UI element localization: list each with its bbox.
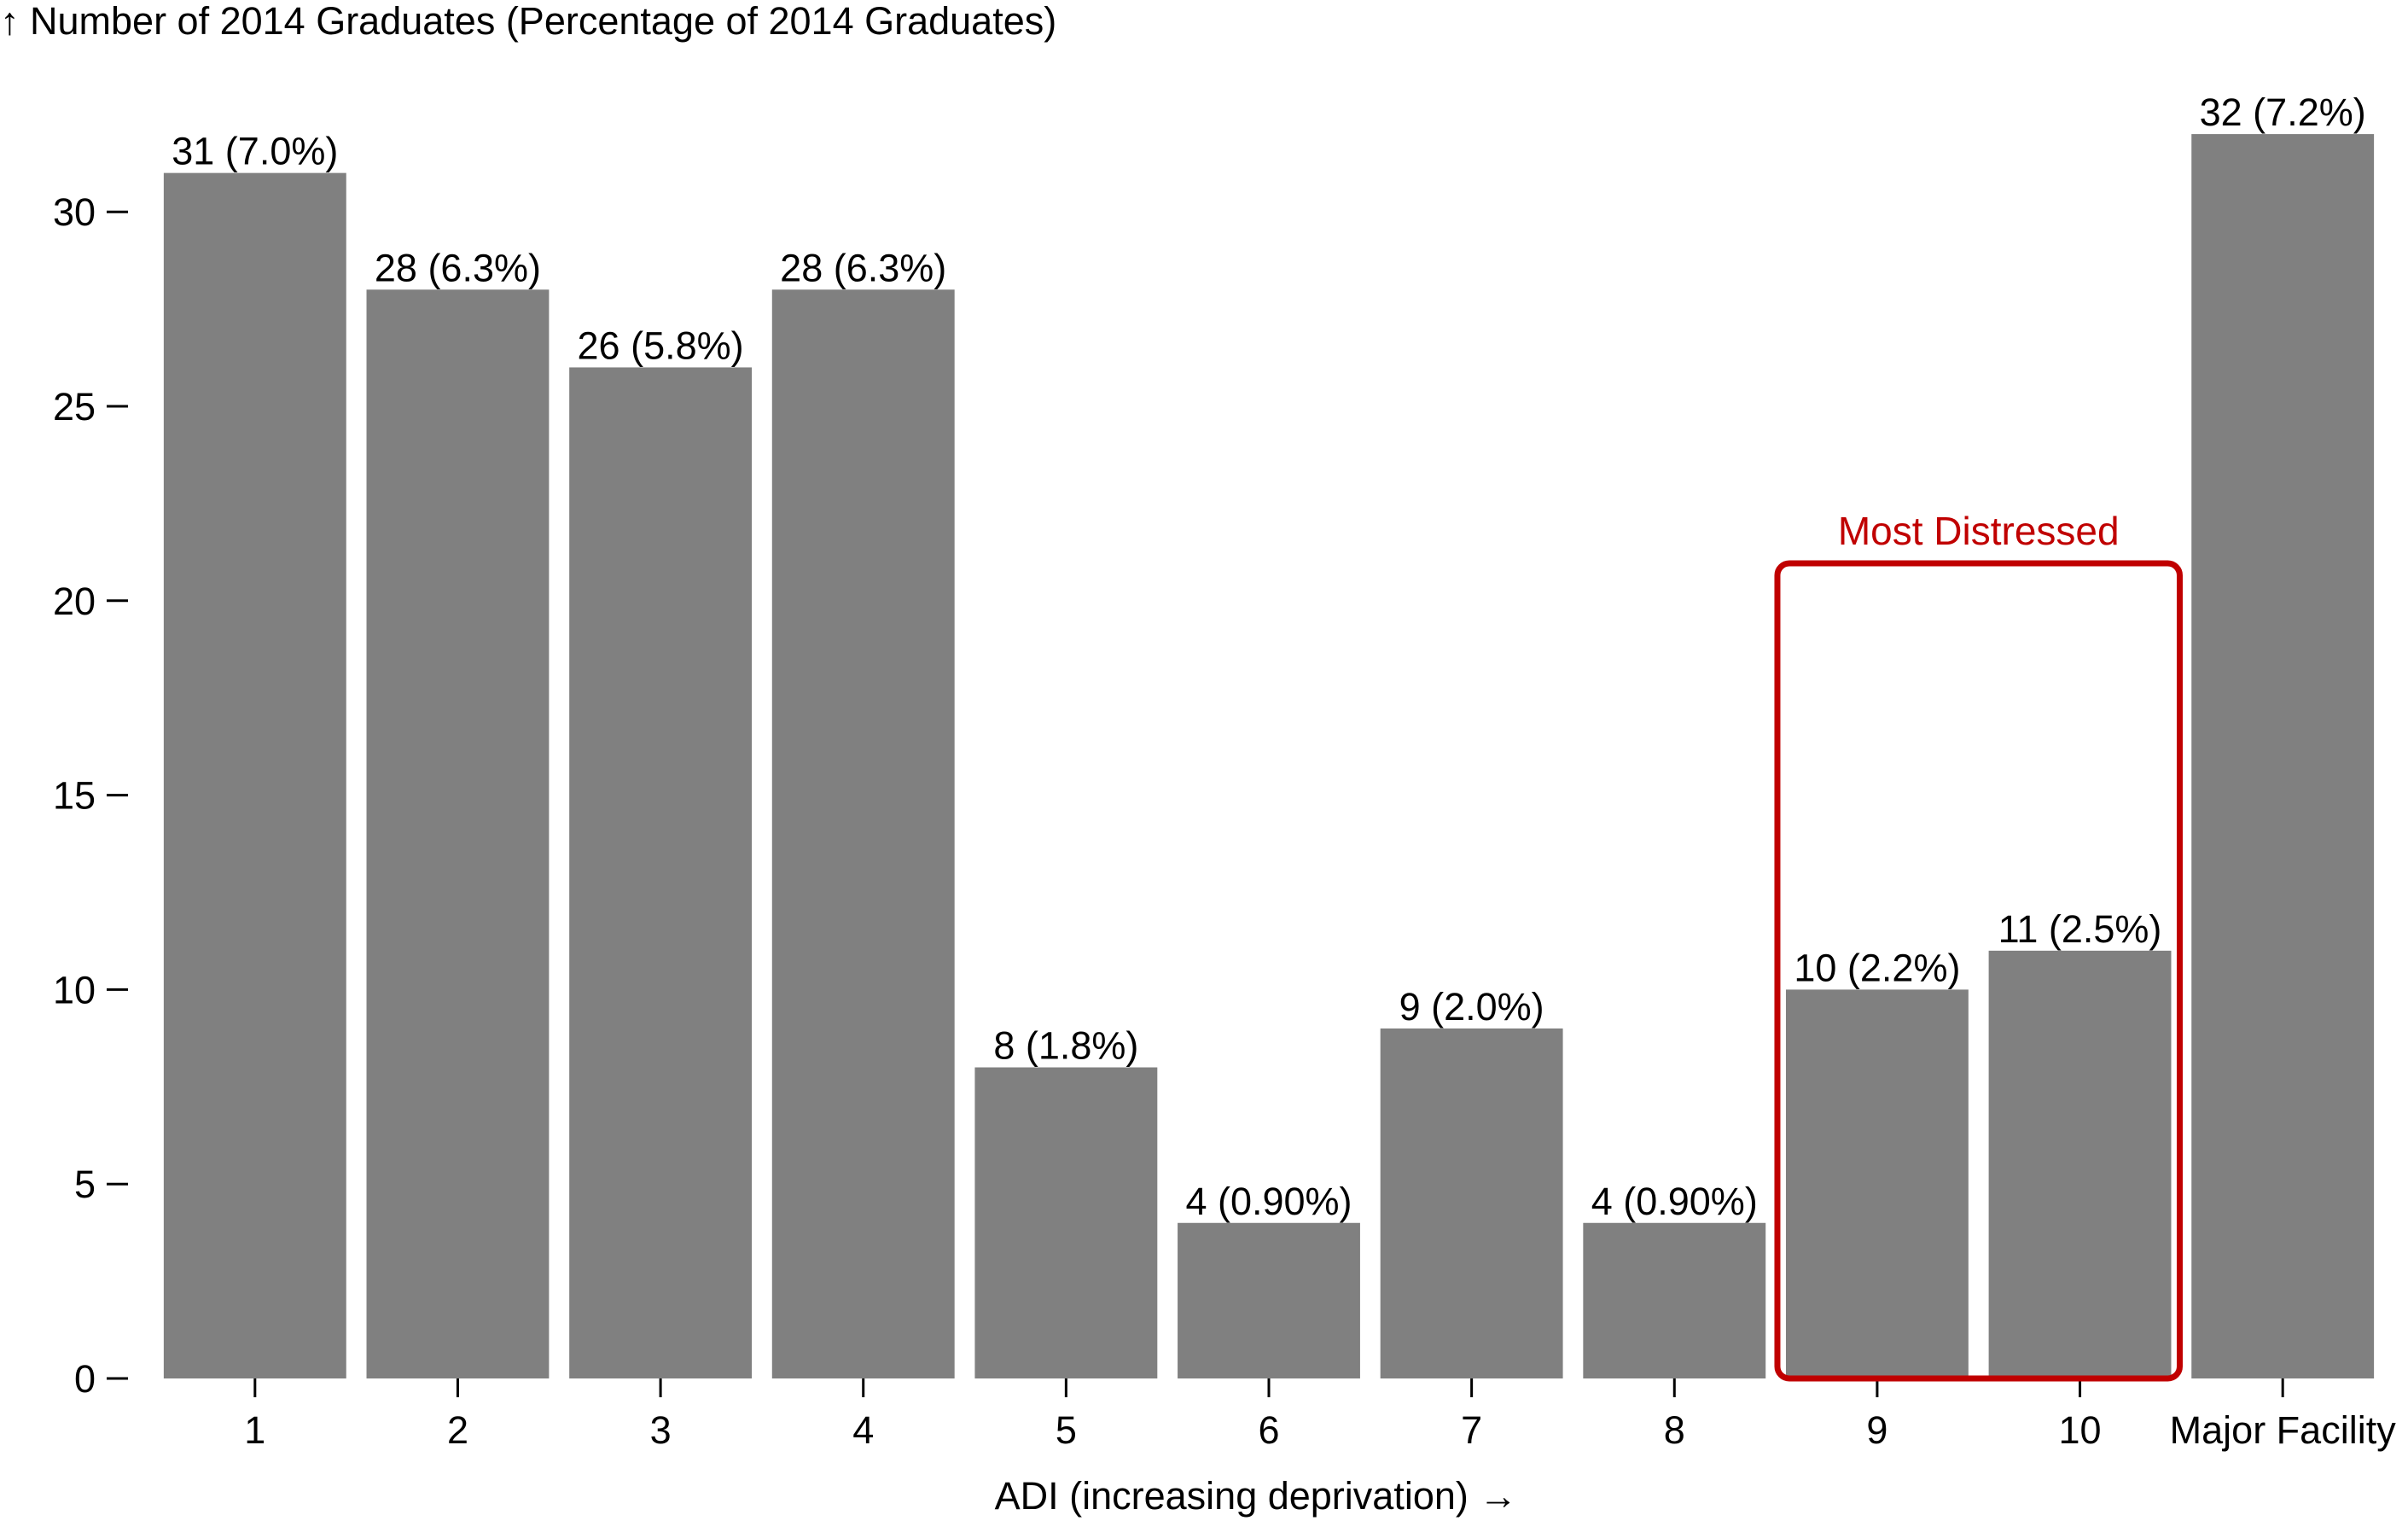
x-tick-label: Major Facility (2170, 1408, 2397, 1452)
bar-value-label: 4 (0.90%) (1185, 1180, 1352, 1223)
bar (1178, 1222, 1360, 1378)
bar (366, 289, 550, 1378)
x-tick-label: 7 (1461, 1408, 1482, 1452)
most-distressed-annotation: Most Distressed (1774, 509, 2183, 1382)
y-tick-label: 15 (53, 774, 96, 818)
bar (771, 289, 955, 1378)
bar-value-label: 28 (6.3%) (375, 246, 541, 289)
bar-value-label: 4 (0.90%) (1591, 1180, 1758, 1223)
most-distressed-box (1774, 560, 2183, 1382)
y-axis: 0 5 10 15 20 25 30 (53, 190, 128, 1401)
bar-value-label: 10 (2.2%) (1794, 946, 1960, 989)
bar-value-label: 8 (1.8%) (993, 1024, 1138, 1068)
x-tick-label: 5 (1056, 1408, 1077, 1452)
x-tick-label: 6 (1258, 1408, 1279, 1452)
x-tick-label: 10 (2059, 1408, 2102, 1452)
bar (1785, 989, 1969, 1378)
bar (1583, 1222, 1766, 1378)
bars (163, 134, 2375, 1379)
x-tick-label: 9 (1866, 1408, 1887, 1452)
y-tick-label: 30 (53, 190, 96, 234)
y-axis-title: ↑ Number of 2014 Graduates (Percentage o… (0, 0, 1056, 43)
bar-value-label: 31 (7.0%) (172, 130, 338, 173)
x-axis: 1 2 3 4 5 6 7 8 9 10 Major Facility (244, 1378, 2396, 1452)
bar (1380, 1028, 1563, 1378)
y-tick-label: 10 (53, 968, 96, 1011)
y-tick-label: 5 (74, 1163, 96, 1206)
x-tick-label: 3 (650, 1408, 672, 1452)
x-tick-label: 4 (852, 1408, 874, 1452)
bar-value-label: 32 (7.2%) (2200, 90, 2366, 134)
bar-value-label: 9 (2.0%) (1399, 985, 1544, 1029)
x-tick-label: 8 (1664, 1408, 1685, 1452)
bar (974, 1067, 1158, 1378)
x-axis-title: ADI (increasing deprivation) → (995, 1474, 1518, 1518)
bar (1988, 950, 2172, 1378)
x-tick-label: 2 (447, 1408, 468, 1452)
bar-value-label: 11 (2.5%) (1998, 907, 2162, 951)
y-tick-label: 20 (53, 580, 96, 623)
x-tick-label: 1 (244, 1408, 265, 1452)
bar-value-labels: 31 (7.0%) 28 (6.3%) 26 (5.8%) 28 (6.3%) 8 (1… (172, 90, 2365, 1223)
most-distressed-label: Most Distressed (1838, 509, 2120, 553)
bar (163, 172, 346, 1378)
bar-value-label: 28 (6.3%) (780, 246, 946, 289)
bar (2191, 134, 2375, 1379)
bar-value-label: 26 (5.8%) (578, 323, 744, 367)
y-tick-label: 0 (74, 1357, 96, 1401)
y-tick-label: 25 (53, 385, 96, 428)
bar (569, 367, 753, 1379)
